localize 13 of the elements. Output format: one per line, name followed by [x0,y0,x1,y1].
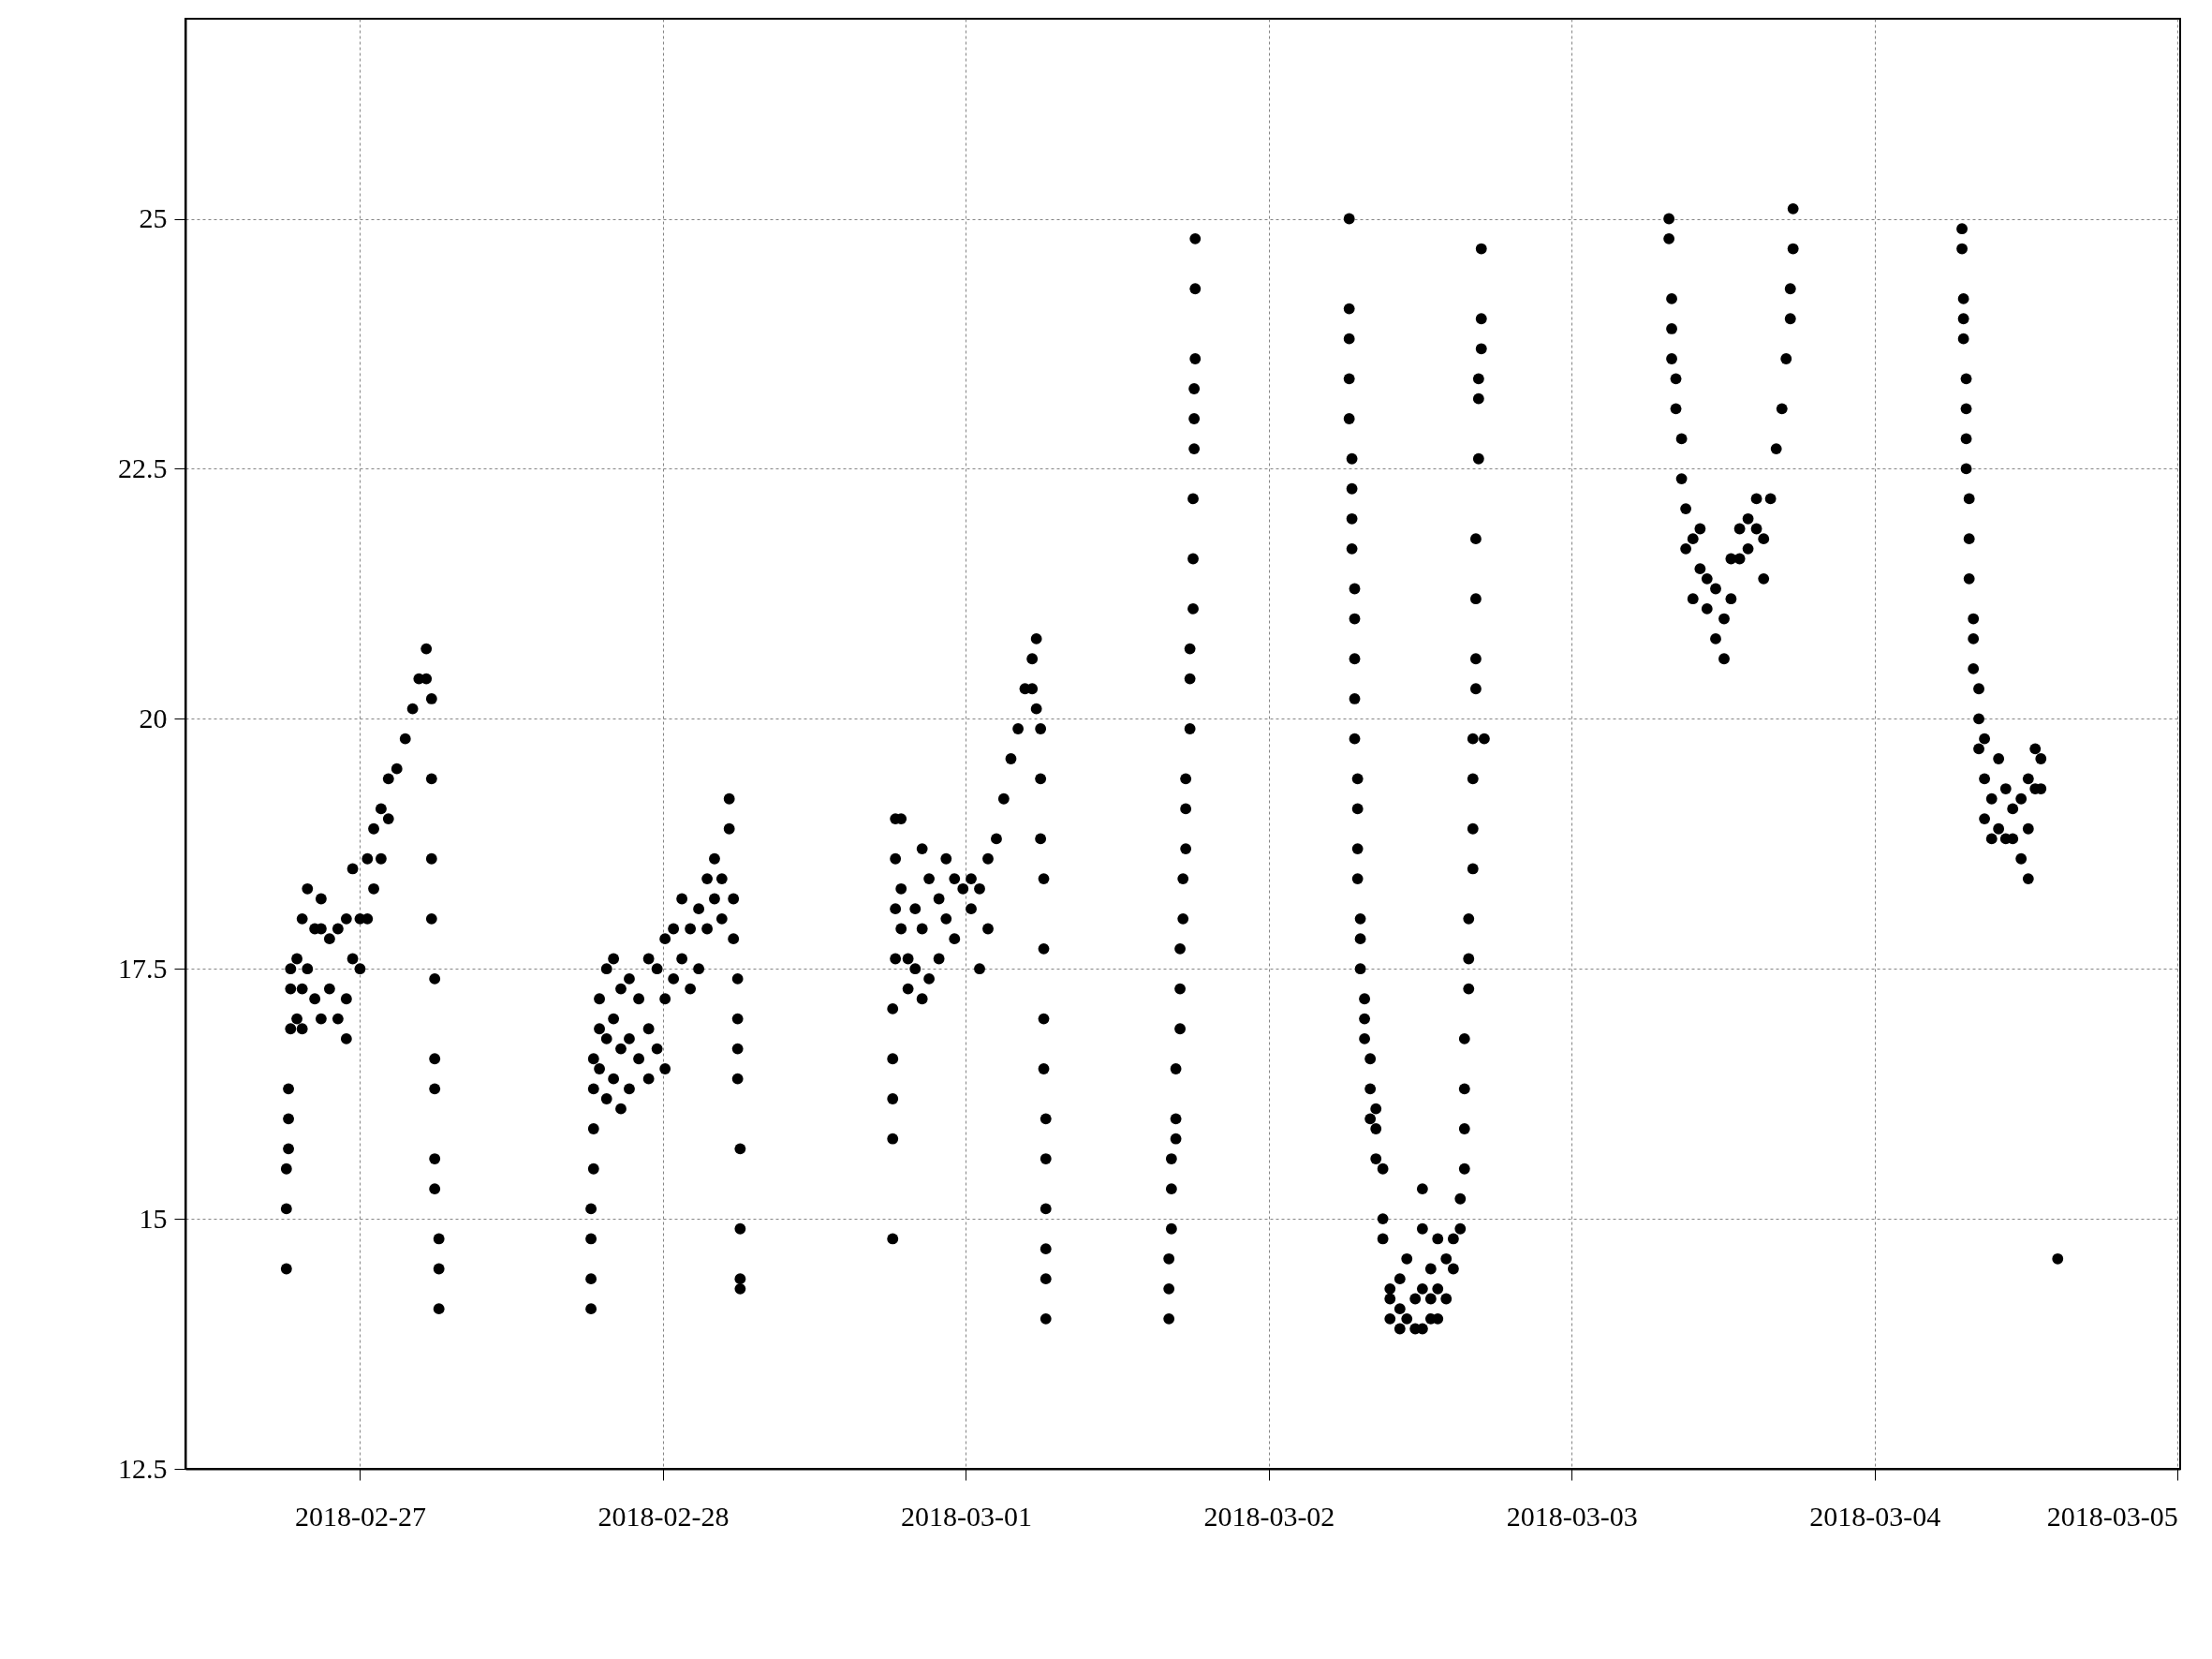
y-tick-label: 25 [139,202,168,234]
y-tick-label: 15 [139,1202,168,1234]
x-tick-label: 2018-03-03 [1506,1500,1638,1532]
x-tick-label: 2018-03-01 [900,1500,1032,1532]
y-tick-label: 12.5 [118,1452,168,1484]
x-tick-label: 2018-03-04 [1809,1500,1941,1532]
y-tick-label: 17.5 [118,952,168,984]
x-tick-label: 2018-03-02 [1203,1500,1335,1532]
x-tick-label: 2018-02-28 [597,1500,730,1532]
x-tick-label: 2018-02-27 [294,1500,426,1532]
x-tick-label: 2018-03-05 [2046,1500,2178,1532]
y-tick-label: 22.5 [118,452,168,483]
y-tick-label: 20 [139,702,168,733]
